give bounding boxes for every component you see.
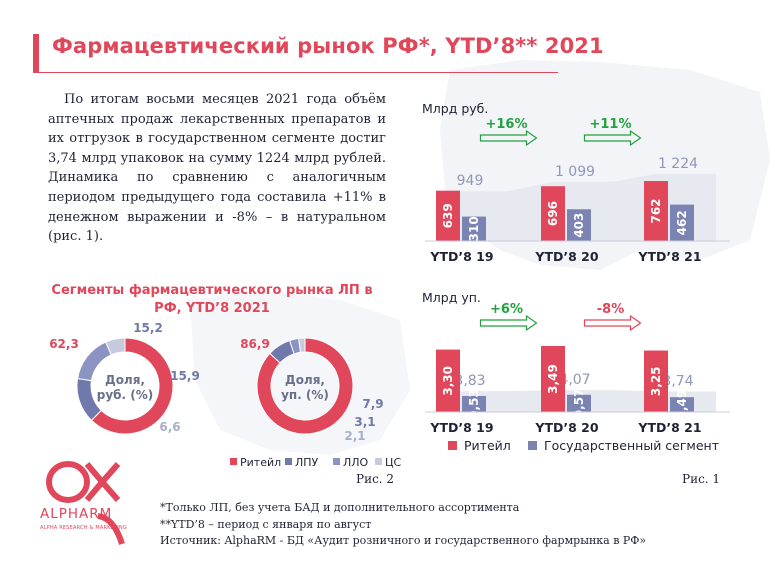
- legend-label-state: Государственный сегмент: [544, 438, 719, 453]
- bar-retail-label: 639: [441, 203, 455, 228]
- chart-ylabel-pack: Млрд уп.: [422, 290, 481, 305]
- bar-retail: [644, 350, 668, 412]
- bar-retail-label: 762: [649, 198, 663, 223]
- growth-arrow: [479, 314, 538, 332]
- donut-center-label: руб. (%): [97, 388, 154, 402]
- bar-chart-rub: Млрд руб. 949 1 099 1 224 639 310 YTD’8 19 696 4…: [422, 101, 730, 264]
- bar-retail-label: 3,49: [546, 364, 560, 394]
- growth-label: +11%: [589, 117, 631, 132]
- bar-retail: [644, 181, 668, 241]
- legend-swatch-ЛПУ: [285, 458, 292, 465]
- donut-slice-Ритейл: [90, 337, 174, 435]
- donut-slice-Ритейл: [256, 337, 354, 435]
- footnote-2: **YTD’8 – период с января по август: [160, 517, 372, 531]
- total-label: 1 099: [555, 164, 595, 180]
- title-underline: [33, 72, 558, 73]
- x-tick-label: YTD’8 19: [429, 420, 493, 435]
- bar-retail: [436, 349, 460, 412]
- bar-state-label: 462: [675, 210, 689, 235]
- donut-legend: Ритейл ЛПУ ЛЛО ЦС: [230, 456, 402, 469]
- bar-state: [670, 204, 694, 241]
- donut-value-label: 7,9: [362, 397, 383, 411]
- total-label: 1 224: [658, 156, 698, 172]
- page-title: Фармацевтический рынок РФ*, YTD’8** 2021: [52, 34, 604, 58]
- figure-2-caption: Рис. 2: [356, 472, 395, 486]
- donut-center-label: Доля,: [105, 373, 145, 387]
- growth-label: +16%: [485, 117, 527, 132]
- legend-label: Ритейл: [240, 456, 281, 469]
- bar-state: [462, 395, 486, 412]
- total-label: 3,83: [454, 373, 485, 389]
- donut-slice-ЦС: [298, 337, 306, 353]
- bar-state-label: 0,53: [467, 389, 481, 419]
- bar-retail-label: 696: [546, 201, 560, 226]
- chart-ylabel-rub: Млрд руб.: [422, 101, 488, 116]
- legend-swatch-ЦС: [375, 458, 382, 465]
- bar-state-label: 0,49: [675, 390, 689, 420]
- legend-label: ЦС: [385, 456, 402, 469]
- legend-swatch-state: [528, 441, 537, 450]
- intro-paragraph: По итогам восьми месяцев 2021 года объём…: [48, 92, 386, 245]
- growth-arrow: [479, 129, 538, 147]
- bar-state: [567, 394, 591, 412]
- growth-arrow: [583, 314, 642, 332]
- x-tick-label: YTD’8 21: [637, 420, 701, 435]
- alpharm-logo-icon: [46, 461, 125, 545]
- figure-1-caption: Рис. 1: [682, 472, 721, 486]
- bar-state-label: 310: [467, 216, 481, 241]
- legend-label: ЛПУ: [295, 456, 319, 469]
- legend-label-retail: Ритейл: [464, 438, 511, 453]
- bar-retail: [541, 346, 565, 412]
- footnote-source: Источник: AlphaRM - БД «Аудит розничного…: [160, 534, 647, 547]
- donut-chart-pack: Доля,уп. (%) 86,9 7,9 3,12,1: [240, 337, 383, 443]
- total-label: 949: [457, 173, 484, 189]
- logo-name: ALPHARM: [40, 506, 113, 522]
- bar-state: [567, 209, 591, 241]
- bar-state: [670, 397, 694, 412]
- x-tick-label: YTD’8 20: [534, 420, 598, 435]
- growth-label: -8%: [597, 302, 624, 317]
- legend-swatch-Ритейл: [230, 458, 237, 465]
- donut-value-label: 15,2: [133, 321, 163, 335]
- bar-retail: [436, 190, 460, 241]
- donut-value-label: 86,9: [240, 337, 270, 351]
- donut-chart-rub: Доля,руб. (%) 62,3 15,2 15,9 6,6: [49, 321, 200, 435]
- title-accent-bar: [33, 34, 39, 72]
- x-tick-label: YTD’8 21: [637, 249, 701, 264]
- donut-value-label: 15,9: [170, 369, 200, 383]
- footnotes: *Только ЛП, без учета БАД и дополнительн…: [160, 500, 646, 550]
- growth-arrow: [583, 129, 642, 147]
- x-tick-label: YTD’8 20: [534, 249, 598, 264]
- bar-retail-label: 3,30: [441, 366, 455, 396]
- footnote-1: *Только ЛП, без учета БАД и дополнительн…: [160, 501, 520, 514]
- bar-retail: [541, 186, 565, 241]
- donut-value-label: 6,6: [159, 420, 180, 434]
- bar-state-label: 403: [572, 213, 586, 238]
- growth-label: +6%: [490, 302, 523, 317]
- segments-title: Сегменты фармацевтического рынка ЛП в РФ…: [51, 283, 373, 316]
- bar-retail-label: 3,25: [649, 366, 663, 396]
- donut-center-label: уп. (%): [281, 388, 329, 402]
- legend-swatch-ЛЛО: [333, 458, 340, 465]
- logo-subtitle: ALPHA RESEARCH & MARKETING: [40, 525, 127, 531]
- bar-state-label: 0,57: [572, 389, 586, 419]
- donut-slice-ЦС: [105, 337, 126, 356]
- total-label: 3,74: [662, 373, 693, 389]
- donut-value-label: 3,1: [354, 415, 375, 429]
- donut-value-label: 2,1: [344, 429, 365, 443]
- donut-value-label: 62,3: [49, 337, 79, 351]
- x-tick-label: YTD’8 19: [429, 249, 493, 264]
- total-label: 4,07: [559, 372, 590, 388]
- bar-state: [462, 216, 486, 241]
- donut-center-label: Доля,: [285, 373, 325, 387]
- legend-label: ЛЛО: [343, 456, 369, 469]
- legend-swatch-retail: [448, 441, 457, 450]
